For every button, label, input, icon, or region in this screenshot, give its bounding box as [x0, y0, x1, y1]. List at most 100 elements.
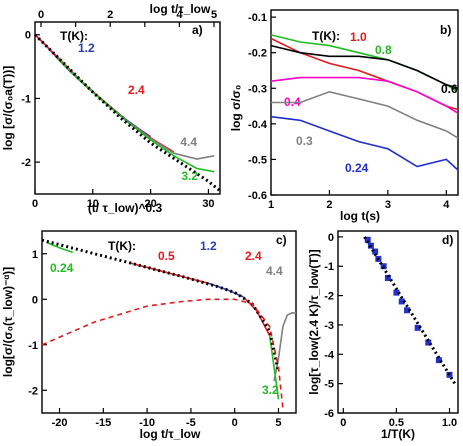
panel-a-top-xtick-label: 5 — [211, 9, 217, 21]
panel-b-xtick-label: 4 — [443, 199, 450, 211]
panel-c: c) T(K): log t/τ_low log[σ/(σ₀(τ_low)⁻ᵅ)… — [1, 230, 297, 441]
panel-a-legend-title: T(K): — [60, 29, 88, 43]
panel-b-series-name: 0.24 — [345, 161, 369, 175]
panel-a-xtick-label: 30 — [202, 198, 214, 210]
panel-a-ylabel: log [σ/(σ₀a(T))] — [1, 66, 15, 150]
panel-d-ytick-label: -6 — [324, 408, 334, 420]
panel-d-xtick-label: 0.5 — [389, 417, 404, 429]
panel-b-series-name: 0.3 — [296, 134, 313, 148]
panel-b-ytick-label: -0.3 — [248, 83, 267, 95]
panel-c-ytick-label: 0 — [32, 294, 38, 306]
panel-c-frame — [41, 230, 297, 414]
panel-b-xtick-label: 2 — [326, 199, 332, 211]
panel-a-frame — [34, 21, 221, 195]
panel-d-ytick-label: -1 — [324, 261, 334, 273]
panel-d-ytick-label: -5 — [324, 379, 334, 391]
panel-d-point — [364, 236, 371, 243]
panel-b-ytick-label: -0.1 — [248, 12, 267, 24]
panel-d-point — [414, 324, 421, 331]
panel-d-ytick-label: 0 — [328, 232, 334, 244]
panel-d-ytick-label: -4 — [324, 349, 335, 361]
panel-a-top-xtick-label: 2 — [107, 9, 113, 21]
panel-c-ylabel: log[σ/(σ₀(τ_low)⁻ᵅ)] — [1, 267, 15, 377]
panel-a-series-name: 4.4 — [180, 135, 197, 149]
panel-d-series — [363, 236, 457, 385]
panel-b-ytick-label: -0.5 — [248, 154, 267, 166]
panel-b-ticks: 1 2 3 4 -0.1 -0.2 -0.3 -0.4 -0.5 -0.6 — [248, 12, 450, 211]
panel-c-series-name: 4.4 — [266, 264, 283, 278]
panel-d-tag: d) — [442, 233, 453, 247]
panel-a-xtick-label: 10 — [87, 198, 99, 210]
panel-d-point — [404, 307, 411, 314]
panel-c-xtick-label: -20 — [52, 417, 68, 429]
panel-a-series-name: 3.2 — [181, 169, 198, 183]
panel-d: d) 1/T(K) log[τ_low(2.4 K)/τ_low(T)] 0 0.… — [307, 230, 459, 441]
panel-c-series: 0.24 0.5 1.2 2.4 4.4 3.2 — [41, 238, 296, 409]
panel-b-series-name: 1.0 — [350, 30, 367, 44]
panel-c-series-line — [46, 241, 73, 254]
panel-d-xtick-label: 1.0 — [442, 417, 457, 429]
panel-a-series-name: 2.4 — [128, 83, 145, 97]
panel-a-top-xtick-label: 4 — [176, 9, 183, 21]
panel-c-ticks: -20 -15 -10 -5 0 510-1-2 — [28, 249, 281, 429]
panel-d-series-line — [363, 236, 457, 385]
panel-b-tag: b) — [440, 23, 451, 37]
panel-d-xtick-label: 0 — [340, 417, 346, 429]
panel-c-series-name: 0.24 — [50, 261, 74, 275]
panel-a-xtick-label: 0 — [32, 198, 38, 210]
panel-d-ylabel: log[τ_low(2.4 K)/τ_low(T)] — [307, 249, 321, 394]
panel-c-xtick-label: 0 — [232, 417, 238, 429]
panel-d-point — [398, 298, 405, 305]
panel-c-series-line — [41, 298, 284, 409]
panel-a-tag: a) — [192, 23, 203, 37]
panel-c-ytick-label: -2 — [28, 385, 38, 397]
panel-c-series-name: 3.2 — [262, 383, 279, 397]
panel-b-ytick-label: -0.2 — [248, 48, 267, 60]
panel-b-legend-title: T(K): — [312, 29, 340, 43]
panel-c-series-line — [268, 335, 280, 400]
panel-c-tag: c) — [276, 233, 287, 247]
panel-b-series-line — [270, 76, 459, 114]
panel-c-series-name: 1.2 — [200, 239, 217, 253]
panel-c-legend-title: T(K): — [108, 239, 136, 253]
panel-d-xlabel: 1/T(K) — [381, 427, 415, 441]
panel-a-series: 1.2 2.4 4.4 3.2 — [33, 33, 221, 192]
panel-a: a) T(K): (t/ τ_low)^0.3 log t/τ_low log … — [1, 2, 221, 215]
panel-b: b) T(K): log t(s) log σ/σ₀ 1 2 3 4 -0.1 -0.2 -… — [229, 9, 459, 223]
panel-a-ytick-label: -1 — [21, 93, 31, 105]
panel-a-ytick-label: 0 — [25, 30, 31, 42]
panel-a-series-name: 1.2 — [78, 41, 95, 55]
panel-b-series: 1.00.80.60.40.30.24 — [270, 30, 459, 175]
panel-a-top-xlabel: log t/τ_low — [150, 2, 211, 16]
panel-c-xtick-label: -15 — [95, 417, 111, 429]
panel-a-xlabel: (t/ τ_low)^0.3 — [88, 201, 163, 215]
panel-b-series-line — [270, 115, 459, 171]
panel-d-ytick-label: -2 — [324, 291, 334, 303]
panel-a-ticks: 0 10 20 30 0 -1 -2 0 2 4 5 — [21, 9, 217, 210]
panel-b-ytick-label: -0.6 — [248, 190, 267, 202]
panel-a-top-xtick-label: 0 — [38, 9, 44, 21]
panel-d-point — [435, 357, 442, 364]
panel-b-series-name: 0.6 — [441, 82, 458, 96]
panel-d-ytick-label: -3 — [324, 320, 334, 332]
panel-c-series-name: 0.5 — [158, 249, 175, 263]
panel-d-point — [425, 339, 432, 346]
panel-c-xlabel: log t/τ_low — [140, 427, 201, 441]
panel-d-ticks: 0 0.5 1.0 0 -1 -2 -3 -4 -5 -6 — [324, 232, 457, 429]
panel-c-series-line — [41, 238, 280, 373]
panel-c-xtick-label: -10 — [139, 417, 155, 429]
panel-b-series-name: 0.8 — [375, 43, 392, 57]
panel-c-ytick-label: 1 — [32, 249, 38, 261]
panel-b-xlabel: log t(s) — [340, 209, 380, 223]
panel-b-series-line — [271, 90, 459, 139]
panel-d-point — [393, 289, 400, 296]
panel-d-point — [384, 274, 391, 281]
panel-c-xtick-label: -5 — [186, 417, 196, 429]
panel-b-xtick-label: 1 — [268, 199, 274, 211]
panel-d-frame — [337, 230, 459, 414]
panel-b-xtick-label: 3 — [385, 199, 391, 211]
panel-c-xtick-label: 5 — [275, 417, 281, 429]
panel-a-xtick-label: 20 — [145, 198, 157, 210]
panel-c-ytick-label: -1 — [28, 340, 38, 352]
